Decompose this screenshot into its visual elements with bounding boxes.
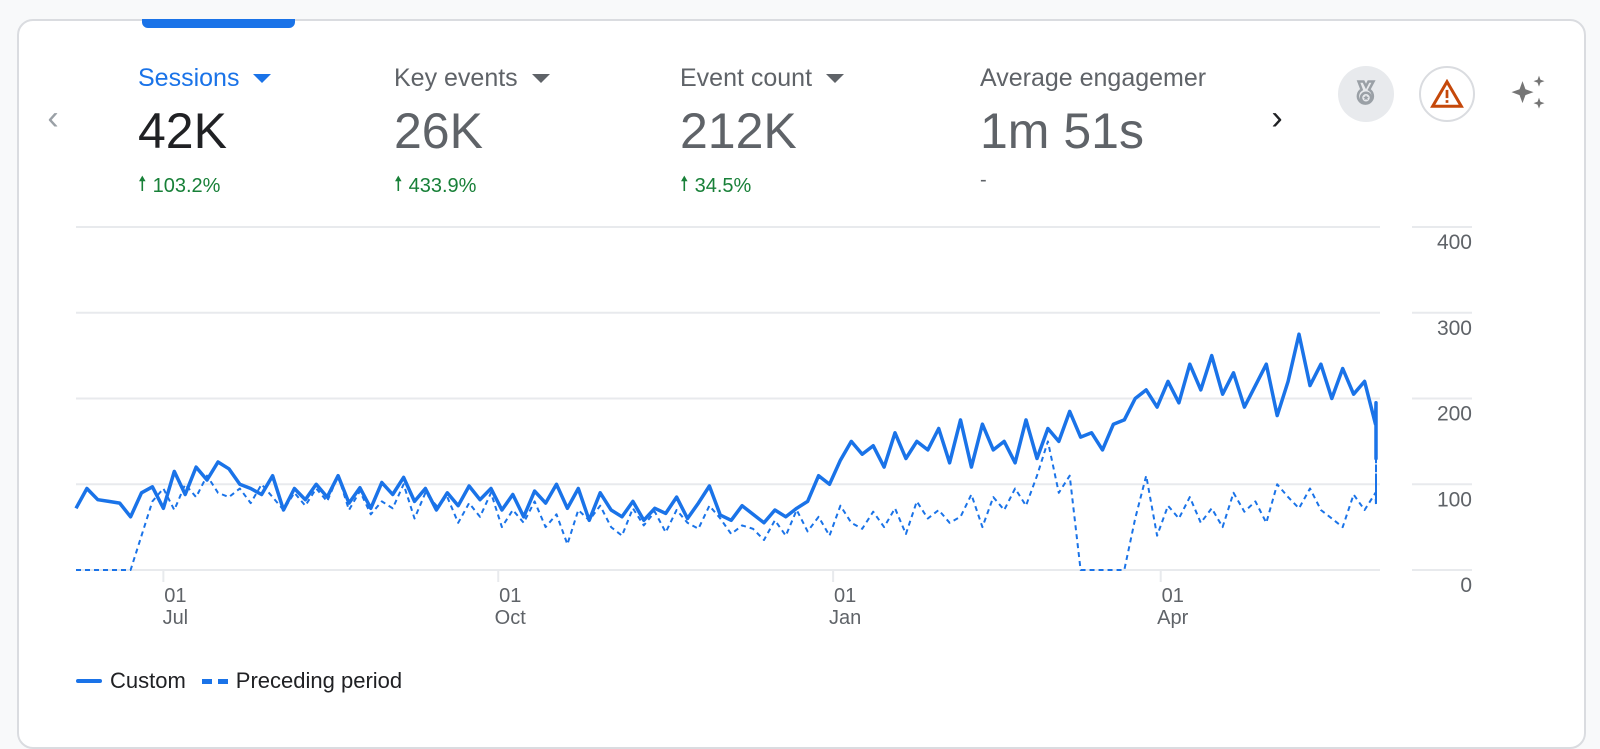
y-tick-label: 400: [1437, 231, 1472, 254]
y-tick-label: 200: [1437, 403, 1472, 426]
legend-label: Preceding period: [236, 668, 402, 694]
solid-line-swatch: [76, 679, 102, 683]
chart-series: [76, 334, 1376, 570]
y-axis-labels: 0 100 200 300 400: [1437, 231, 1472, 597]
x-tick-day: 01: [1162, 585, 1184, 607]
chart-gridlines: [76, 227, 1472, 570]
y-tick-label: 100: [1437, 488, 1472, 511]
x-tick-month: Jan: [829, 607, 861, 629]
x-tick-day: 01: [164, 585, 186, 607]
legend-item-preceding-period[interactable]: Preceding period: [202, 668, 402, 694]
series-line-preceding-period[interactable]: [76, 441, 1376, 570]
y-tick-label: 300: [1437, 317, 1472, 340]
legend-item-custom[interactable]: Custom: [76, 668, 186, 694]
y-tick-label: 0: [1460, 574, 1472, 597]
chart-legend: Custom Preceding period: [76, 668, 418, 694]
legend-label: Custom: [110, 668, 186, 694]
x-tick-month: Apr: [1157, 607, 1188, 629]
x-tick-month: Jul: [163, 607, 189, 629]
x-tick-day: 01: [834, 585, 856, 607]
x-tick-month: Oct: [495, 607, 527, 629]
x-tick-day: 01: [499, 585, 521, 607]
dashed-line-swatch: [202, 679, 228, 684]
